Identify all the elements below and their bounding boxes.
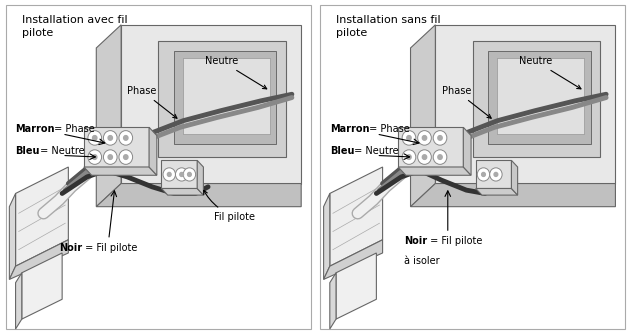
Text: = Fil pilote: = Fil pilote bbox=[427, 236, 482, 246]
Polygon shape bbox=[16, 167, 68, 266]
Polygon shape bbox=[97, 184, 301, 207]
Circle shape bbox=[103, 150, 117, 164]
Text: Bleu: Bleu bbox=[330, 146, 355, 156]
Polygon shape bbox=[162, 188, 203, 195]
Text: = Neutre: = Neutre bbox=[351, 146, 399, 156]
Text: = Phase: = Phase bbox=[365, 124, 410, 134]
Text: Noir: Noir bbox=[59, 243, 82, 253]
Polygon shape bbox=[324, 240, 382, 280]
Polygon shape bbox=[121, 25, 301, 184]
Circle shape bbox=[438, 136, 442, 140]
Polygon shape bbox=[97, 25, 121, 207]
Polygon shape bbox=[512, 160, 517, 195]
Circle shape bbox=[402, 131, 416, 145]
Polygon shape bbox=[22, 253, 62, 319]
Circle shape bbox=[422, 136, 427, 140]
Text: Fil pilote: Fil pilote bbox=[204, 190, 256, 221]
Polygon shape bbox=[324, 193, 330, 280]
Circle shape bbox=[438, 155, 442, 159]
Circle shape bbox=[119, 131, 133, 145]
Text: Phase: Phase bbox=[442, 86, 491, 118]
Polygon shape bbox=[330, 273, 336, 329]
Polygon shape bbox=[398, 167, 471, 175]
Polygon shape bbox=[411, 25, 435, 207]
Circle shape bbox=[103, 131, 117, 145]
Circle shape bbox=[108, 136, 112, 140]
Circle shape bbox=[119, 150, 133, 164]
Text: Neutre: Neutre bbox=[519, 56, 581, 89]
Text: Installation avec fil
pilote: Installation avec fil pilote bbox=[22, 15, 127, 38]
Polygon shape bbox=[16, 273, 22, 329]
Polygon shape bbox=[162, 160, 197, 188]
Circle shape bbox=[183, 168, 196, 181]
Circle shape bbox=[402, 150, 416, 164]
Circle shape bbox=[167, 172, 171, 176]
Polygon shape bbox=[476, 160, 512, 188]
Text: Marron: Marron bbox=[16, 124, 55, 134]
Polygon shape bbox=[336, 253, 376, 319]
Circle shape bbox=[93, 136, 97, 140]
Polygon shape bbox=[197, 160, 203, 195]
Text: Marron: Marron bbox=[330, 124, 369, 134]
Circle shape bbox=[163, 168, 175, 181]
Circle shape bbox=[88, 131, 102, 145]
Text: = Fil pilote: = Fil pilote bbox=[81, 243, 137, 253]
Text: = Neutre: = Neutre bbox=[37, 146, 85, 156]
Circle shape bbox=[422, 155, 427, 159]
Polygon shape bbox=[9, 193, 16, 280]
Polygon shape bbox=[9, 240, 68, 280]
Polygon shape bbox=[488, 51, 591, 144]
Circle shape bbox=[418, 131, 432, 145]
Circle shape bbox=[433, 131, 447, 145]
Circle shape bbox=[407, 155, 411, 159]
Text: Neutre: Neutre bbox=[205, 56, 267, 89]
Circle shape bbox=[481, 172, 485, 176]
Circle shape bbox=[93, 155, 97, 159]
Circle shape bbox=[124, 155, 128, 159]
Circle shape bbox=[175, 168, 188, 181]
Text: Phase: Phase bbox=[127, 86, 177, 118]
Polygon shape bbox=[398, 127, 463, 167]
Polygon shape bbox=[183, 58, 270, 134]
Circle shape bbox=[418, 150, 432, 164]
Text: Bleu: Bleu bbox=[16, 146, 40, 156]
Circle shape bbox=[180, 172, 184, 176]
Circle shape bbox=[490, 168, 502, 181]
Text: Installation sans fil
pilote: Installation sans fil pilote bbox=[336, 15, 440, 38]
Polygon shape bbox=[84, 127, 149, 167]
Circle shape bbox=[88, 150, 102, 164]
Circle shape bbox=[124, 136, 128, 140]
Circle shape bbox=[494, 172, 498, 176]
Polygon shape bbox=[463, 127, 471, 175]
Polygon shape bbox=[149, 127, 157, 175]
Circle shape bbox=[108, 155, 112, 159]
Polygon shape bbox=[411, 184, 615, 207]
Polygon shape bbox=[497, 58, 584, 134]
Text: Noir: Noir bbox=[404, 236, 427, 246]
Text: à isoler: à isoler bbox=[404, 256, 440, 266]
Circle shape bbox=[477, 168, 490, 181]
Circle shape bbox=[407, 136, 411, 140]
Polygon shape bbox=[435, 25, 615, 184]
Text: = Phase: = Phase bbox=[51, 124, 95, 134]
Polygon shape bbox=[174, 51, 276, 144]
Polygon shape bbox=[84, 167, 157, 175]
Circle shape bbox=[187, 172, 191, 176]
Polygon shape bbox=[158, 41, 286, 157]
Polygon shape bbox=[330, 167, 382, 266]
Circle shape bbox=[433, 150, 447, 164]
Polygon shape bbox=[473, 41, 600, 157]
Polygon shape bbox=[476, 188, 517, 195]
